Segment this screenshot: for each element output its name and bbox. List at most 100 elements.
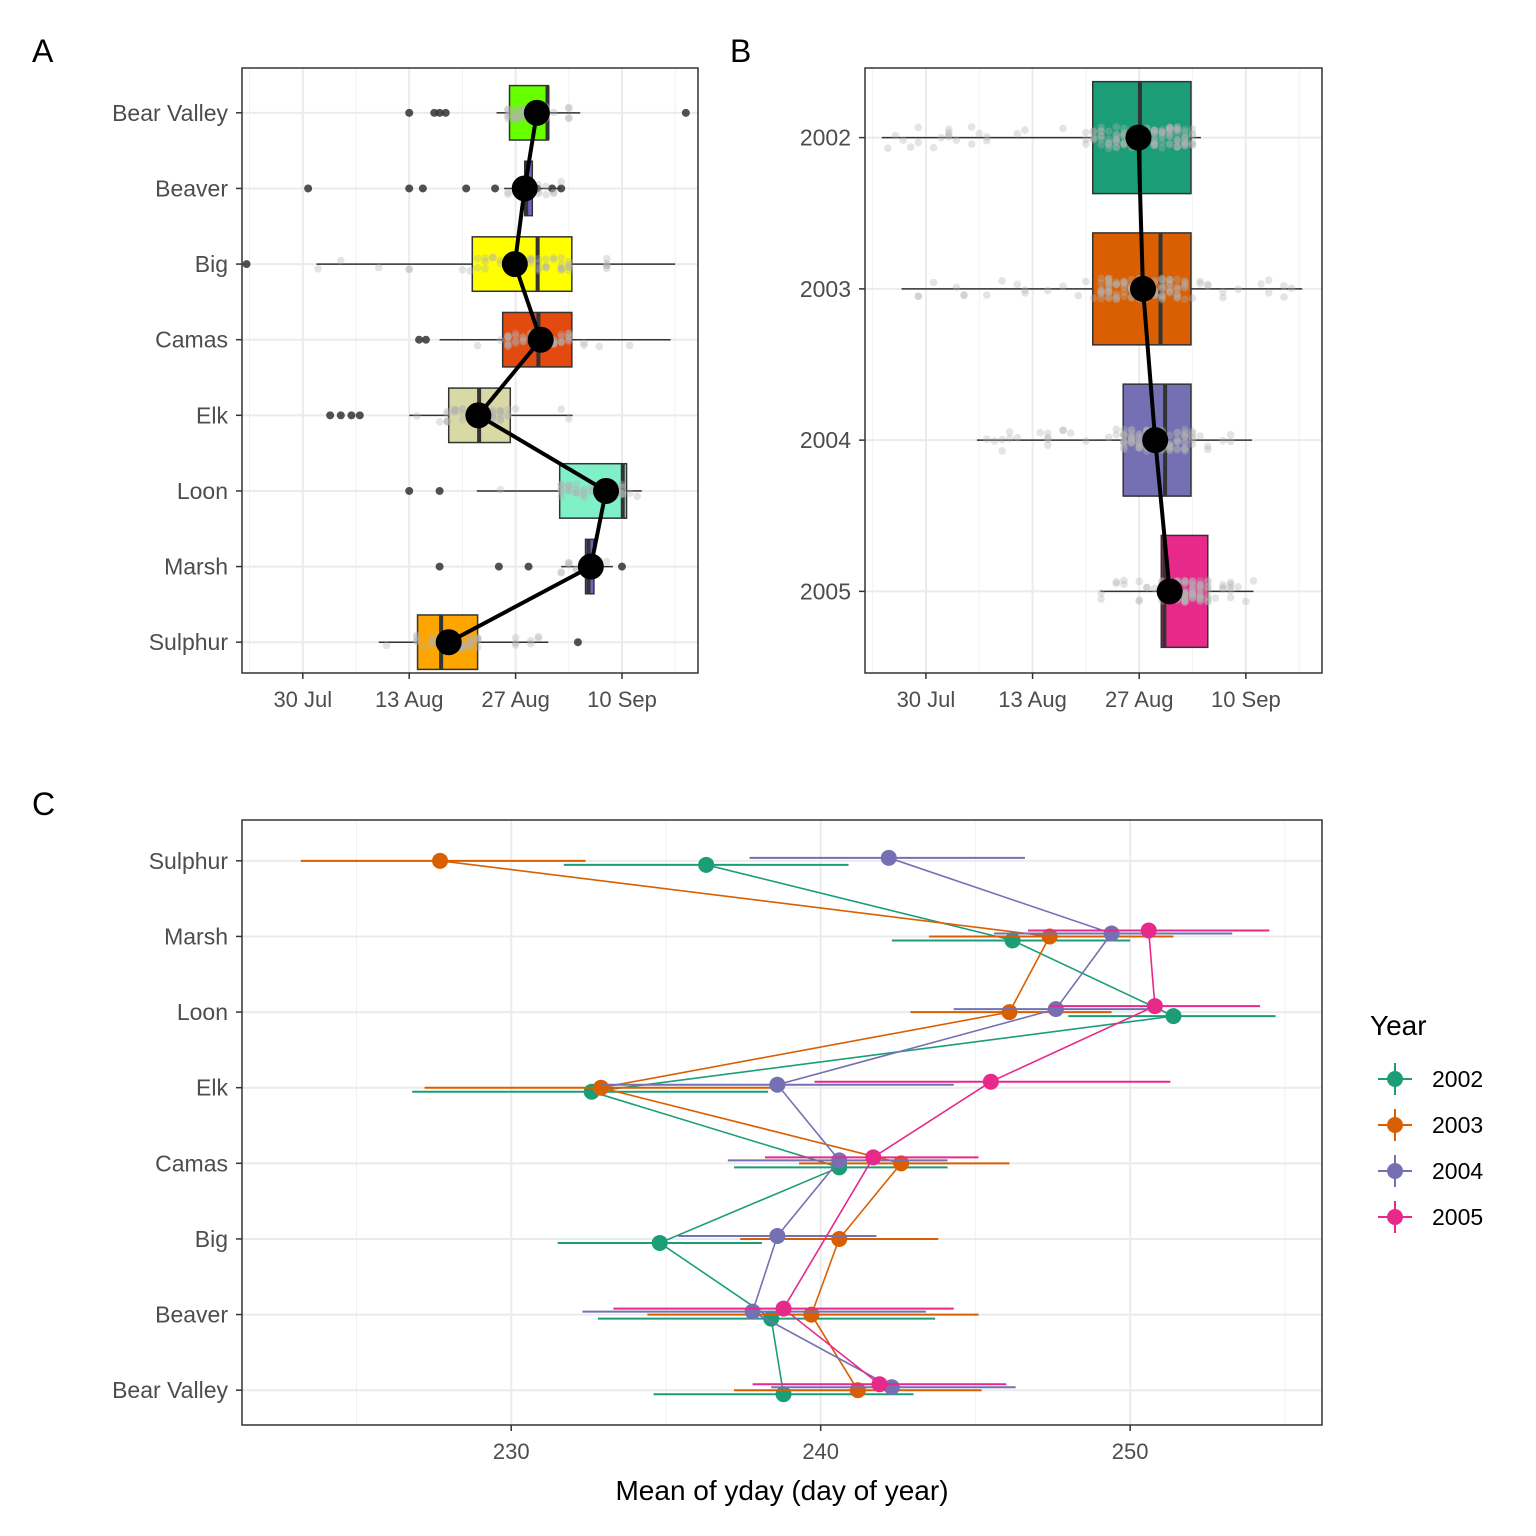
jitter-point — [983, 133, 991, 141]
jitter-point — [1158, 285, 1166, 293]
jitter-point — [557, 492, 565, 501]
jitter-point — [511, 641, 520, 649]
jitter-point — [1120, 438, 1128, 446]
jitter-point — [1044, 434, 1052, 442]
jitter-point — [1120, 139, 1128, 148]
legend-key-point-2002 — [1387, 1071, 1403, 1087]
legend-label-2004: 2004 — [1432, 1158, 1483, 1184]
jitter-point — [451, 405, 459, 413]
jitter-point — [496, 410, 505, 418]
jitter-point — [473, 264, 482, 272]
jitter-point — [557, 480, 565, 489]
jitter-point — [1158, 295, 1166, 304]
jitter-point — [1143, 583, 1151, 592]
jitter-point — [1181, 429, 1189, 438]
jitter-point — [1173, 275, 1182, 284]
jitter-point — [1219, 583, 1227, 592]
jitter-point — [473, 634, 482, 642]
jitter-point — [466, 633, 474, 641]
jitter-point — [511, 107, 520, 116]
jitter-point — [473, 254, 482, 263]
outlier-point — [418, 184, 427, 193]
jitter-point — [1044, 429, 1052, 437]
jitter-point — [1188, 585, 1197, 594]
x-tick-label: 27 Aug — [481, 687, 550, 712]
jitter-point — [1226, 586, 1235, 595]
jitter-point — [1135, 438, 1143, 446]
jitter-point — [1120, 437, 1128, 446]
jitter-point — [580, 339, 588, 347]
jitter-point — [1104, 293, 1113, 301]
jitter-point — [1120, 429, 1128, 438]
jitter-point — [1196, 592, 1204, 601]
panel-a-border — [241, 67, 699, 674]
jitter-point — [1181, 576, 1189, 585]
jitter-point — [1120, 124, 1128, 133]
series-point-2003 — [432, 852, 449, 869]
jitter-point — [1150, 126, 1159, 135]
jitter-point — [1120, 444, 1128, 453]
jitter-point — [565, 336, 573, 345]
jitter-point — [625, 489, 634, 498]
jitter-point — [1188, 592, 1197, 601]
jitter-point — [1188, 141, 1197, 150]
jitter-point — [1097, 290, 1105, 298]
jitter-point — [1173, 293, 1182, 302]
jitter-point — [1181, 277, 1189, 286]
series-point-2004 — [744, 1303, 761, 1320]
jitter-point — [557, 487, 565, 496]
jitter-point — [413, 633, 421, 641]
jitter-point — [1203, 280, 1212, 289]
x-tick-label: 13 Aug — [998, 687, 1067, 712]
jitter-point — [1112, 143, 1121, 152]
jitter-point — [618, 490, 626, 499]
jitter-point — [1226, 580, 1235, 589]
jitter-point — [1181, 598, 1189, 606]
jitter-point — [1089, 134, 1098, 143]
panel-c-border — [241, 819, 1323, 1426]
jitter-point — [1173, 143, 1182, 151]
jitter-point — [572, 488, 581, 497]
jitter-point — [1165, 446, 1174, 455]
jitter-point — [1181, 295, 1189, 304]
jitter-point — [1127, 433, 1136, 442]
jitter-point — [565, 483, 573, 492]
jitter-point — [565, 257, 573, 266]
jitter-point — [1165, 287, 1174, 296]
jitter-point — [1112, 280, 1121, 288]
jitter-point — [1097, 132, 1105, 140]
jitter-point — [1181, 577, 1189, 586]
outlier-point — [435, 486, 444, 495]
jitter-point — [1021, 289, 1029, 297]
jitter-point — [504, 412, 512, 420]
series-point-2005 — [871, 1376, 888, 1393]
jitter-point — [580, 493, 588, 502]
jitter-point — [534, 264, 543, 273]
jitter-point — [542, 182, 550, 191]
jitter-point — [1120, 431, 1128, 440]
jitter-point — [549, 189, 558, 198]
jitter-point — [1158, 292, 1166, 301]
jitter-point — [1173, 284, 1182, 293]
panel-a-background — [242, 68, 698, 673]
jitter-point — [1097, 132, 1105, 141]
jitter-point — [1188, 592, 1197, 600]
jitter-point — [1181, 596, 1189, 605]
jitter-point — [428, 637, 436, 646]
jitter-point — [1287, 284, 1296, 292]
y-tick-label: Marsh — [164, 554, 228, 580]
x-tick-label: 230 — [493, 1439, 530, 1464]
jitter-point — [565, 481, 573, 490]
jitter-point — [534, 632, 543, 641]
jitter-point — [466, 638, 474, 646]
jitter-point — [1158, 130, 1166, 139]
jitter-point — [542, 255, 550, 264]
jitter-point — [1150, 128, 1159, 137]
jitter-point — [1188, 440, 1197, 449]
jitter-point — [914, 138, 923, 147]
jitter-point — [1165, 140, 1174, 149]
y-tick-label: Big — [195, 251, 228, 277]
jitter-point — [565, 104, 573, 113]
jitter-point — [557, 480, 565, 489]
jitter-point — [466, 641, 474, 649]
